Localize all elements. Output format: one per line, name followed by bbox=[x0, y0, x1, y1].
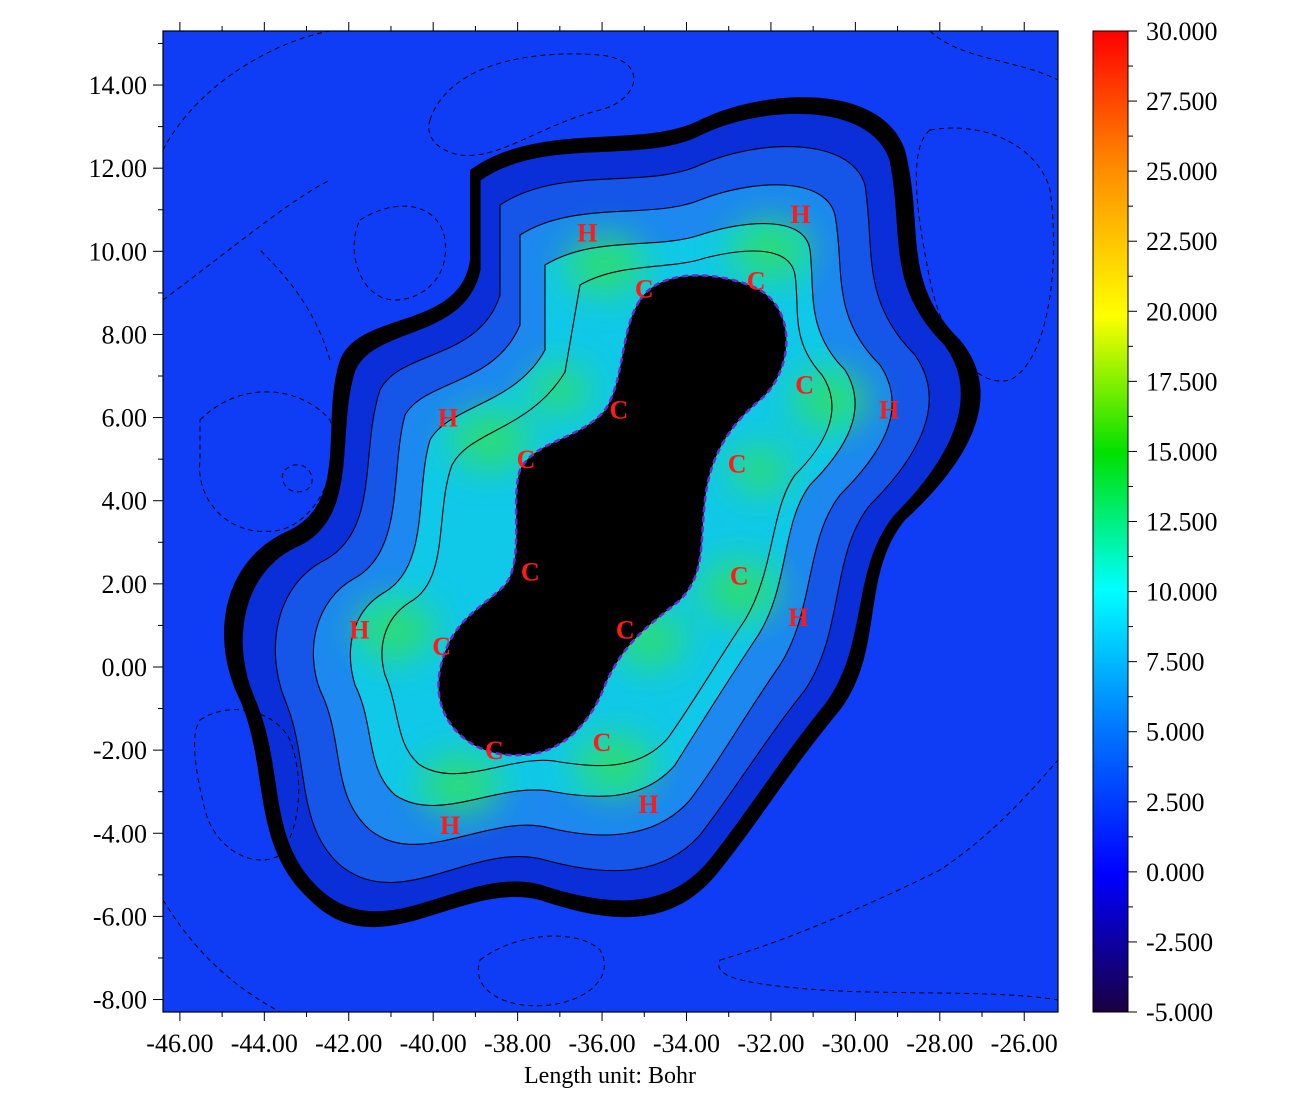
y-tick-label: 4.00 bbox=[102, 487, 148, 516]
y-tick-label: 14.00 bbox=[89, 71, 148, 100]
atom-label-h: H bbox=[788, 603, 808, 632]
x-tick-label: -44.00 bbox=[231, 1029, 298, 1058]
y-tick-label: 2.00 bbox=[102, 570, 148, 599]
colorbar-tick-label: 17.500 bbox=[1146, 367, 1218, 396]
x-axis: -46.00 -44.00 -42.00 -40.00 -38.00 -36.00 -34.… bbox=[146, 22, 1058, 1058]
y-axis: 14.00 12.00 10.00 8.00 6.00 4.00 2.00 0.00 -2.00… bbox=[89, 42, 163, 1015]
atom-label-h: H bbox=[638, 790, 658, 819]
colorbar-tick-label: 2.500 bbox=[1146, 788, 1205, 817]
background-dashed-contours bbox=[163, 31, 1058, 1012]
y-tick-label: 8.00 bbox=[102, 320, 148, 349]
x-tick-label: -40.00 bbox=[400, 1029, 467, 1058]
colorbar-tick-label: 0.000 bbox=[1146, 858, 1205, 887]
colorbar-axis: 30.000 27.500 25.000 22.500 20.000 17.500 15.0… bbox=[1128, 17, 1218, 1027]
y-tick-label: -6.00 bbox=[93, 902, 147, 931]
atom-label-c: C bbox=[635, 275, 654, 304]
atom-label-c: C bbox=[485, 736, 504, 765]
plot-frame bbox=[162, 30, 1059, 1013]
atom-label-h: H bbox=[440, 811, 460, 840]
colorbar-tick-label: 27.500 bbox=[1146, 87, 1218, 116]
x-tick-label: -30.00 bbox=[822, 1029, 889, 1058]
y-tick-label: 6.00 bbox=[102, 404, 148, 433]
colorbar-tick-label: 22.500 bbox=[1146, 227, 1218, 256]
x-tick-label: -38.00 bbox=[484, 1029, 551, 1058]
colorbar-tick-label: 5.000 bbox=[1146, 718, 1205, 747]
colorbar-tick-label: 30.000 bbox=[1146, 17, 1218, 46]
colorbar-tick-label: 12.500 bbox=[1146, 508, 1218, 537]
atom-label-c: C bbox=[593, 728, 612, 757]
x-tick-label: -32.00 bbox=[737, 1029, 804, 1058]
atom-label-c: C bbox=[521, 557, 540, 586]
x-tick-label: -46.00 bbox=[146, 1029, 213, 1058]
y-tick-label: 12.00 bbox=[89, 154, 148, 183]
atom-label-h: H bbox=[790, 200, 810, 229]
colorbar-tick-label: 20.000 bbox=[1146, 297, 1218, 326]
heatmap-field bbox=[163, 31, 1058, 1012]
atom-label-c: C bbox=[730, 562, 749, 591]
y-tick-label: 10.00 bbox=[89, 237, 148, 266]
colorbar-tick-label: -5.000 bbox=[1146, 998, 1213, 1027]
y-tick-label: 0.00 bbox=[102, 653, 148, 682]
atom-label-c: C bbox=[747, 266, 766, 295]
x-axis-title: Length unit: Bohr bbox=[524, 1063, 696, 1089]
atom-label-c: C bbox=[432, 632, 451, 661]
density-core bbox=[437, 274, 788, 757]
colorbar-tick-label: 7.500 bbox=[1146, 648, 1205, 677]
x-tick-label: -42.00 bbox=[315, 1029, 382, 1058]
colorbar-tick-label: 15.000 bbox=[1146, 437, 1218, 466]
atom-label-c: C bbox=[616, 616, 635, 645]
atom-label-c: C bbox=[795, 370, 814, 399]
colorbar bbox=[1092, 30, 1129, 1013]
atom-label-h: H bbox=[577, 219, 597, 248]
y-tick-label: -2.00 bbox=[93, 736, 147, 765]
atom-label-c: C bbox=[517, 445, 536, 474]
y-tick-label: -8.00 bbox=[93, 986, 147, 1015]
atom-label-h: H bbox=[438, 404, 458, 433]
y-tick-label: -4.00 bbox=[93, 819, 147, 848]
atom-labels: C C C C C C C C C C C C H H H H H H H H bbox=[349, 200, 899, 840]
colorbar-tick-label: 25.000 bbox=[1146, 157, 1218, 186]
x-tick-label: -34.00 bbox=[653, 1029, 720, 1058]
colorbar-tick-label: -2.500 bbox=[1146, 928, 1213, 957]
atom-label-h: H bbox=[349, 616, 369, 645]
x-tick-label: -28.00 bbox=[906, 1029, 973, 1058]
colorbar-tick-label: 10.000 bbox=[1146, 578, 1218, 607]
atom-label-h: H bbox=[879, 395, 899, 424]
x-tick-label: -36.00 bbox=[568, 1029, 635, 1058]
atom-label-c: C bbox=[728, 449, 747, 478]
x-tick-label: -26.00 bbox=[991, 1029, 1058, 1058]
atom-label-c: C bbox=[610, 395, 629, 424]
contour-lines bbox=[241, 112, 962, 913]
